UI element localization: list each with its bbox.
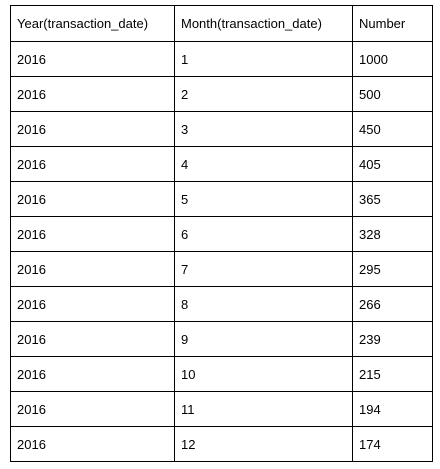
year-cell: 2016 — [10, 146, 175, 182]
year-cell: 2016 — [10, 391, 175, 427]
month-cell: 1 — [174, 41, 353, 77]
month-cell: 8 — [174, 286, 353, 322]
table-row: 2016 1 1000 — [10, 41, 433, 77]
table-row: 2016 11 194 — [10, 391, 433, 427]
month-cell: 11 — [174, 391, 353, 427]
column-header-year: Year(transaction_date) — [10, 5, 175, 42]
month-cell: 3 — [174, 111, 353, 147]
data-table: Year(transaction_date) Month(transaction… — [10, 5, 433, 462]
table-row: 2016 12 174 — [10, 426, 433, 462]
number-cell: 500 — [352, 76, 433, 112]
table-row: 2016 9 239 — [10, 321, 433, 357]
month-cell: 9 — [174, 321, 353, 357]
year-cell: 2016 — [10, 76, 175, 112]
number-cell: 215 — [352, 356, 433, 392]
table-row: 2016 7 295 — [10, 251, 433, 287]
month-cell: 12 — [174, 426, 353, 462]
year-cell: 2016 — [10, 216, 175, 252]
number-cell: 239 — [352, 321, 433, 357]
year-cell: 2016 — [10, 426, 175, 462]
month-cell: 5 — [174, 181, 353, 217]
column-header-month: Month(transaction_date) — [174, 5, 353, 42]
number-cell: 295 — [352, 251, 433, 287]
year-cell: 2016 — [10, 181, 175, 217]
table-row: 2016 3 450 — [10, 111, 433, 147]
month-cell: 7 — [174, 251, 353, 287]
table-row: 2016 2 500 — [10, 76, 433, 112]
table-body: 2016 1 1000 2016 2 500 2016 3 450 2016 4 405 2016 5 36… — [10, 41, 433, 462]
number-cell: 328 — [352, 216, 433, 252]
year-cell: 2016 — [10, 356, 175, 392]
table-row: 2016 6 328 — [10, 216, 433, 252]
column-header-number: Number — [352, 5, 433, 42]
number-cell: 194 — [352, 391, 433, 427]
month-cell: 6 — [174, 216, 353, 252]
number-cell: 1000 — [352, 41, 433, 77]
number-cell: 266 — [352, 286, 433, 322]
month-cell: 2 — [174, 76, 353, 112]
year-cell: 2016 — [10, 41, 175, 77]
year-cell: 2016 — [10, 251, 175, 287]
year-cell: 2016 — [10, 111, 175, 147]
month-cell: 4 — [174, 146, 353, 182]
number-cell: 450 — [352, 111, 433, 147]
table-row: 2016 4 405 — [10, 146, 433, 182]
table-row: 2016 10 215 — [10, 356, 433, 392]
table-row: 2016 8 266 — [10, 286, 433, 322]
table-row: 2016 5 365 — [10, 181, 433, 217]
year-cell: 2016 — [10, 286, 175, 322]
number-cell: 174 — [352, 426, 433, 462]
header-row: Year(transaction_date) Month(transaction… — [10, 5, 433, 42]
number-cell: 405 — [352, 146, 433, 182]
month-cell: 10 — [174, 356, 353, 392]
number-cell: 365 — [352, 181, 433, 217]
table-header: Year(transaction_date) Month(transaction… — [10, 5, 433, 42]
year-cell: 2016 — [10, 321, 175, 357]
